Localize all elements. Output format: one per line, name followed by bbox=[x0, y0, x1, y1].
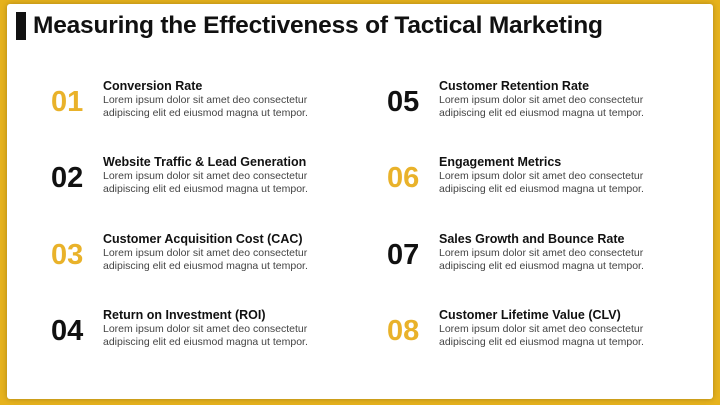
metric-description: Lorem ipsum dolor sit amet deo consectet… bbox=[439, 94, 644, 119]
metric-description: Lorem ipsum dolor sit amet deo consectet… bbox=[439, 170, 644, 195]
metric-number: 02 bbox=[51, 162, 84, 194]
slide-title: Measuring the Effectiveness of Tactical … bbox=[33, 12, 603, 39]
metric-description: Lorem ipsum dolor sit amet deo consectet… bbox=[103, 247, 308, 272]
metric-title: Website Traffic & Lead Generation bbox=[103, 155, 307, 169]
metric-title: Customer Acquisition Cost (CAC) bbox=[103, 232, 303, 246]
metric-item-01: 01 Conversion Rate Lorem ipsum dolor sit… bbox=[51, 79, 351, 129]
metric-item-02: 02 Website Traffic & Lead Generation Lor… bbox=[51, 155, 351, 205]
metric-description: Lorem ipsum dolor sit amet deo consectet… bbox=[439, 323, 644, 348]
metric-description: Lorem ipsum dolor sit amet deo consectet… bbox=[103, 323, 308, 348]
metric-item-04: 04 Return on Investment (ROI) Lorem ipsu… bbox=[51, 308, 351, 358]
metric-title: Engagement Metrics bbox=[439, 155, 562, 169]
metric-item-06: 06 Engagement Metrics Lorem ipsum dolor … bbox=[387, 155, 687, 205]
metric-number: 01 bbox=[51, 86, 84, 118]
metric-item-07: 07 Sales Growth and Bounce Rate Lorem ip… bbox=[387, 232, 687, 282]
metric-title: Return on Investment (ROI) bbox=[103, 308, 266, 322]
metric-title: Sales Growth and Bounce Rate bbox=[439, 232, 625, 246]
metric-number: 07 bbox=[387, 239, 420, 271]
metric-number: 08 bbox=[387, 315, 420, 347]
metric-item-08: 08 Customer Lifetime Value (CLV) Lorem i… bbox=[387, 308, 687, 358]
metric-number: 03 bbox=[51, 239, 84, 271]
metric-description: Lorem ipsum dolor sit amet deo consectet… bbox=[103, 94, 308, 119]
metric-item-03: 03 Customer Acquisition Cost (CAC) Lorem… bbox=[51, 232, 351, 282]
metric-number: 05 bbox=[387, 86, 420, 118]
metric-description: Lorem ipsum dolor sit amet deo consectet… bbox=[103, 170, 308, 195]
metric-title: Customer Lifetime Value (CLV) bbox=[439, 308, 621, 322]
metric-number: 06 bbox=[387, 162, 420, 194]
metric-title: Conversion Rate bbox=[103, 79, 203, 93]
metric-item-05: 05 Customer Retention Rate Lorem ipsum d… bbox=[387, 79, 687, 129]
metric-description: Lorem ipsum dolor sit amet deo consectet… bbox=[439, 247, 644, 272]
metric-title: Customer Retention Rate bbox=[439, 79, 590, 93]
metric-number: 04 bbox=[51, 315, 84, 347]
slide: Measuring the Effectiveness of Tactical … bbox=[7, 4, 713, 399]
title-accent-bar bbox=[16, 12, 26, 40]
